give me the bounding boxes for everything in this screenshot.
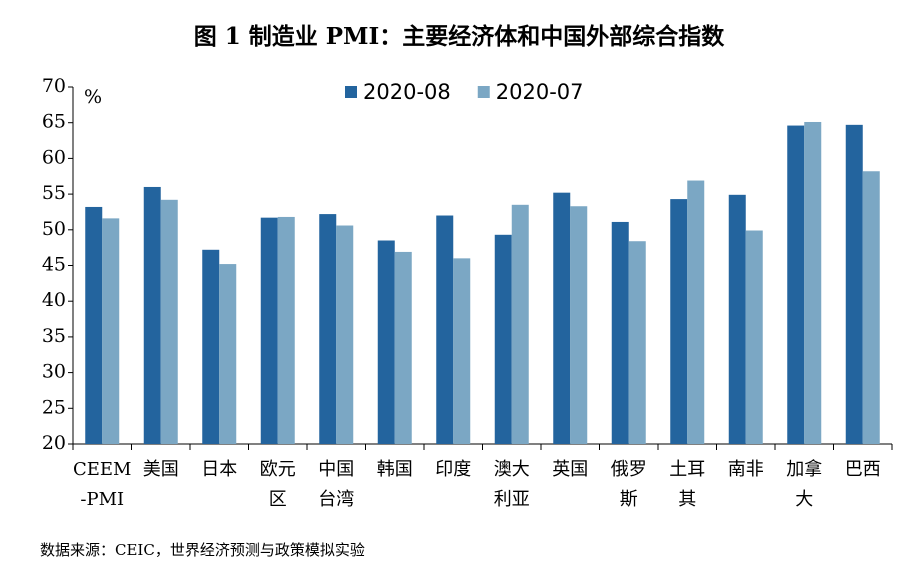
bar [160,199,178,444]
x-tick-label: 南非 [728,459,764,480]
y-tick-label: 40 [42,289,66,311]
y-tick-label: 50 [42,218,66,240]
bar [85,206,103,444]
bar [804,121,822,445]
bar [202,249,220,444]
y-tick-label: 30 [42,361,66,383]
bar [277,216,295,444]
bar [845,124,863,444]
y-unit: % [84,86,102,108]
bar [219,264,237,444]
y-tick-label: 65 [42,111,66,133]
x-tick-label: CEEM -PMI [73,459,131,510]
bar [670,199,688,444]
x-tick-label: 巴西 [845,459,881,480]
x-tick-label: 印度 [435,459,471,480]
y-tick-label: 20 [42,432,66,454]
x-tick-label: 俄罗斯 [611,459,647,510]
bar [143,186,161,444]
legend-swatch [345,86,357,98]
y-tick-label: 70 [42,75,66,97]
y-tick-label: 45 [42,254,66,276]
bar [570,206,588,444]
bar [102,218,120,444]
x-tick-label: 中国台湾 [318,459,354,510]
bar [494,234,512,444]
bar [611,221,629,444]
legend-swatch [477,86,490,98]
bar [787,125,805,444]
bar [862,171,880,444]
chart-title: 图 1 制造业 PMI：主要经济体和中国外部综合指数 [194,23,726,50]
bar [553,192,571,444]
bar [728,194,746,444]
x-tick-label: 英国 [552,459,588,480]
legend-label: 2020-07 [496,80,584,104]
bar [453,258,471,444]
bar [319,214,337,444]
x-tick-label: 加拿大 [786,458,822,510]
x-tick-label: 土耳其 [669,459,705,510]
x-tick-label: 日本 [201,459,237,480]
y-tick-label: 25 [42,396,66,418]
source-note: 数据来源：CEIC，世界经济预测与政策模拟实验 [40,541,365,559]
x-tick-label: 韩国 [377,459,413,480]
y-tick-label: 35 [42,325,66,347]
x-tick-label: 澳大利亚 [494,459,530,510]
bar [628,241,646,444]
x-tick-label: 欧元区 [260,459,296,510]
x-tick-label: 美国 [143,459,179,480]
bar [377,240,395,444]
bar [394,251,412,444]
y-tick-label: 55 [42,182,66,204]
bar [511,204,529,444]
bar [260,217,278,444]
bar [745,230,763,444]
legend-label: 2020-08 [363,80,451,104]
bar [336,225,354,444]
y-tick-label: 60 [42,146,66,168]
bar [436,215,454,444]
bar [687,180,705,444]
